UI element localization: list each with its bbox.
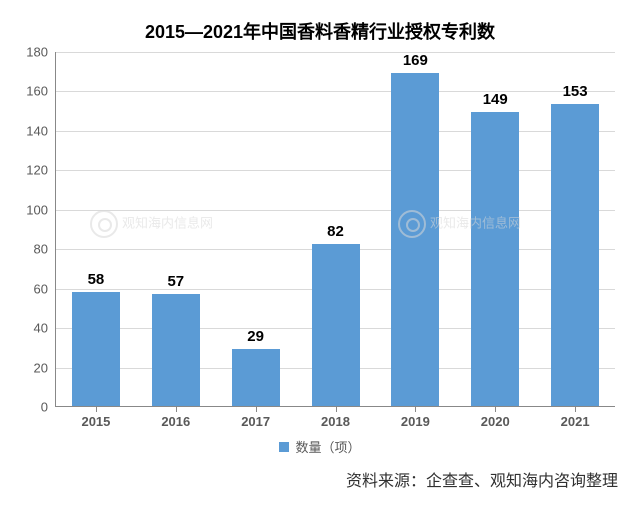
bar xyxy=(232,349,280,406)
legend-swatch xyxy=(279,442,289,452)
bar xyxy=(72,292,120,406)
bar-cell: 1532021 xyxy=(535,52,615,406)
x-tick-mark xyxy=(336,406,337,412)
bar xyxy=(471,112,519,406)
bar-chart: 2015—2021年中国香料香精行业授权专利数 5820155720162920… xyxy=(0,0,640,505)
y-tick-label: 40 xyxy=(16,321,56,336)
bar-cell: 1492020 xyxy=(455,52,535,406)
bar-value-label: 169 xyxy=(375,52,455,69)
bar-value-label: 82 xyxy=(296,223,376,240)
chart-title: 2015—2021年中国香料香精行业授权专利数 xyxy=(0,0,640,44)
legend: 数量（项） xyxy=(0,437,640,456)
bar xyxy=(152,294,200,406)
x-tick-mark xyxy=(96,406,97,412)
plot-area: 5820155720162920178220181692019149202015… xyxy=(55,52,615,407)
y-tick-label: 120 xyxy=(16,163,56,178)
bar-value-label: 57 xyxy=(136,273,216,290)
bar-cell: 582015 xyxy=(56,52,136,406)
y-tick-label: 20 xyxy=(16,360,56,375)
y-tick-label: 180 xyxy=(16,45,56,60)
bar-cell: 822018 xyxy=(296,52,376,406)
y-tick-label: 80 xyxy=(16,242,56,257)
bar-cell: 1692019 xyxy=(375,52,455,406)
y-tick-label: 0 xyxy=(16,400,56,415)
bar xyxy=(551,104,599,406)
bar xyxy=(391,73,439,406)
y-tick-label: 100 xyxy=(16,202,56,217)
bar-value-label: 58 xyxy=(56,271,136,288)
y-tick-label: 160 xyxy=(16,84,56,99)
bars-group: 5820155720162920178220181692019149202015… xyxy=(56,52,615,406)
bar-value-label: 149 xyxy=(455,91,535,108)
bar xyxy=(312,244,360,406)
bar-cell: 292017 xyxy=(216,52,296,406)
bar-value-label: 29 xyxy=(216,328,296,345)
y-tick-label: 140 xyxy=(16,123,56,138)
x-tick-mark xyxy=(495,406,496,412)
x-tick-mark xyxy=(415,406,416,412)
bar-cell: 572016 xyxy=(136,52,216,406)
y-tick-label: 60 xyxy=(16,281,56,296)
source-text: 资料来源：企查查、观知海内咨询整理 xyxy=(346,467,618,491)
legend-label: 数量（项） xyxy=(295,440,360,455)
bar-value-label: 153 xyxy=(535,83,615,100)
x-tick-mark xyxy=(256,406,257,412)
x-tick-mark xyxy=(575,406,576,412)
x-tick-mark xyxy=(176,406,177,412)
